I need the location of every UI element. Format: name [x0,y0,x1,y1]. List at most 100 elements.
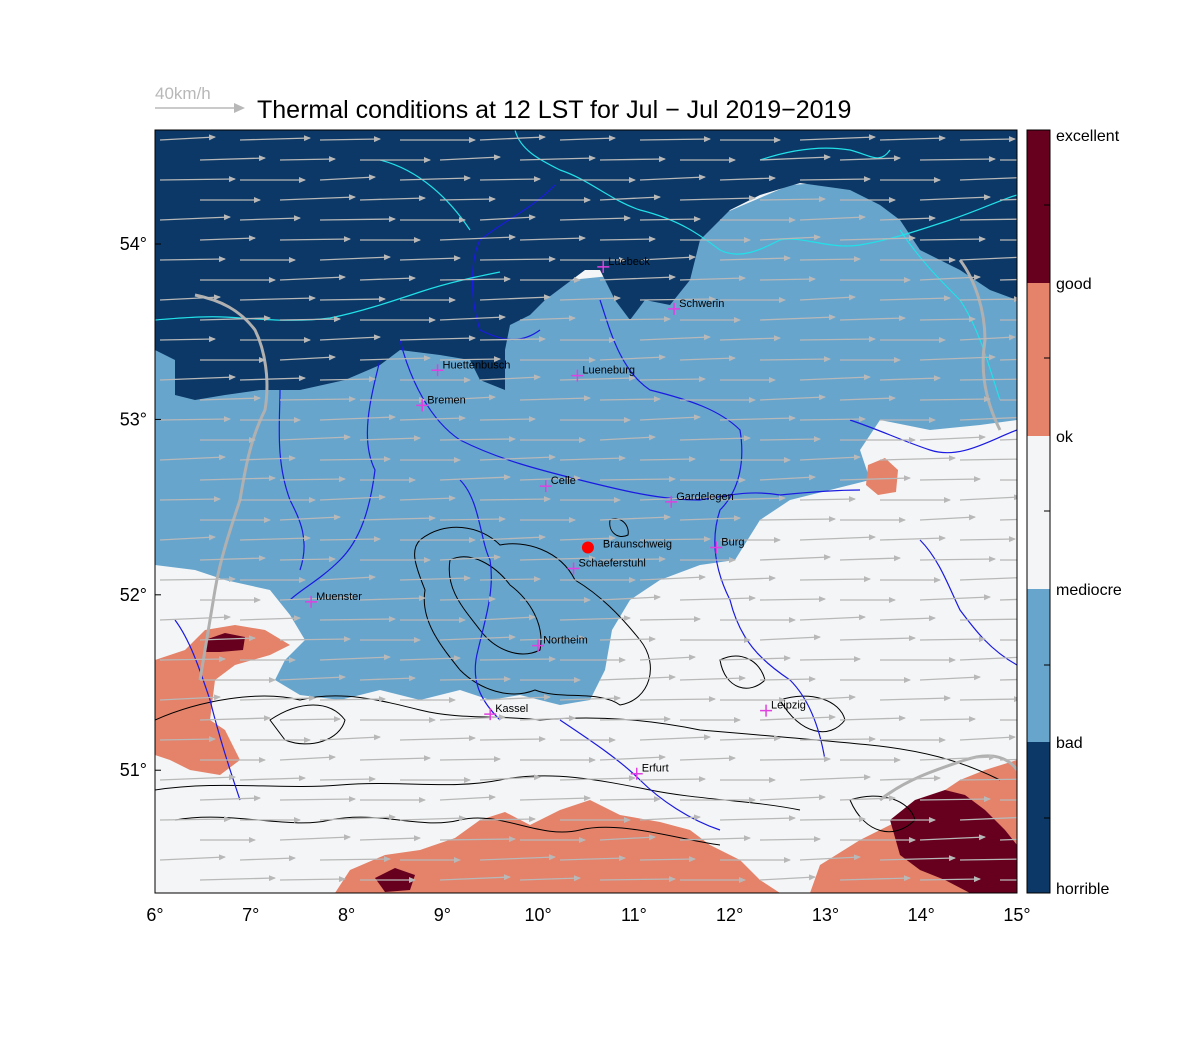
wind-arrow [879,375,941,382]
wind-arrow [599,716,671,723]
wind-arrow [439,756,501,763]
wind-arrow [519,395,591,402]
zone-excellent-1 [205,633,245,652]
x-tick-label: 8° [338,905,355,925]
legend-horrible: horrible [1056,881,1109,898]
city-cross [665,495,678,508]
wind-arrow [279,876,346,883]
wind-arrow [519,555,596,562]
wind-arrow [439,794,496,801]
wind-arrow [279,316,341,323]
wind-arrow [919,514,976,521]
wind-arrow [479,134,546,141]
colorbar-horrible [1027,742,1050,893]
y-tick-label: 51° [120,760,147,780]
wind-arrow [719,735,781,742]
wind-arrow [959,458,1017,461]
wind-arrow [319,776,376,783]
wind-arrow [399,495,456,502]
wind-arrow [759,234,821,241]
wind-arrow [439,554,501,561]
wind-arrow [639,616,701,623]
y-axis-ticks: 54° 53° 52° 51° [120,234,161,780]
wind-arrow [359,675,416,682]
legend-excellent: excellent [1056,128,1120,145]
city-cross [760,704,773,717]
wind-arrow [759,836,821,843]
wind-arrow [799,736,876,743]
wind-arrow [639,296,716,303]
wind-arrow [959,334,1016,341]
wind-arrow [479,774,541,781]
x-tick-label: 10° [524,905,551,925]
wind-arrow [559,775,636,782]
wind-arrow [799,576,871,583]
wind-arrow [239,535,311,542]
zone-good-west [155,625,290,775]
wind-arrow [199,235,256,242]
wind-arrow [999,438,1017,441]
wind-arrow [639,734,711,741]
plot-frame [154,129,1018,894]
wind-arrow [559,215,631,222]
wind-arrow [319,494,386,501]
wind-arrow [919,156,996,163]
zone-excellent-3 [890,790,1017,893]
city-marker: Schwerin [668,298,724,315]
wind-arrow [719,495,786,502]
wind-arrow [479,614,536,621]
city-label: Schwerin [679,298,724,310]
wind-arrow [279,236,351,243]
wind-arrow [639,334,711,341]
wind-arrow [759,676,816,683]
wind-arrow [159,176,236,183]
wind-arrow [399,655,461,662]
wind-arrow [159,614,231,621]
wind-arrow [159,854,226,861]
wind-arrow [279,354,336,361]
wind-arrow [359,835,421,842]
y-tick-label: 53° [120,409,147,429]
wind-arrow [959,778,1017,781]
wind-arrow [239,775,306,782]
city-marker: Celle [539,475,576,493]
wind-arrow [399,255,461,262]
wind-arrow [599,674,676,681]
wind-arrow [479,496,551,503]
wind-arrow [279,636,351,643]
wind-arrow [759,516,836,523]
wind-arrow [879,775,941,782]
wind-arrow [639,136,711,143]
wind-arrow [919,194,991,201]
city-marker: Bremen [416,394,466,412]
wind-arrow [959,696,1017,703]
wind-arrow [439,634,516,641]
wind-arrow [279,834,351,841]
wind-arrow [879,615,936,622]
wind-arrow [359,435,421,442]
city-label: Celle [551,475,576,487]
wind-arrow [199,795,261,802]
wind-arrow [639,376,706,383]
wind-arrow [959,618,1017,621]
wind-arrow [839,715,906,722]
wind-arrow [759,794,826,801]
wind-arrow [639,174,706,181]
wind-arrow [159,294,221,301]
wind-arrow [279,674,346,681]
city-cross [532,639,545,652]
wind-arrow [839,155,901,162]
wind-arrow [279,594,356,601]
wind-arrow [479,256,556,263]
wind-arrow [519,715,576,722]
wind-arrow [319,174,376,181]
wind-arrow [879,855,956,862]
x-tick-label: 12° [716,905,743,925]
zone-good-south [335,800,780,893]
wind-arrow [319,296,386,303]
wind-arrow [599,274,676,281]
wind-arrow [919,316,976,323]
wind-arrow [439,596,496,603]
wind-arrow [239,455,296,462]
y-tick-label: 54° [120,234,147,254]
